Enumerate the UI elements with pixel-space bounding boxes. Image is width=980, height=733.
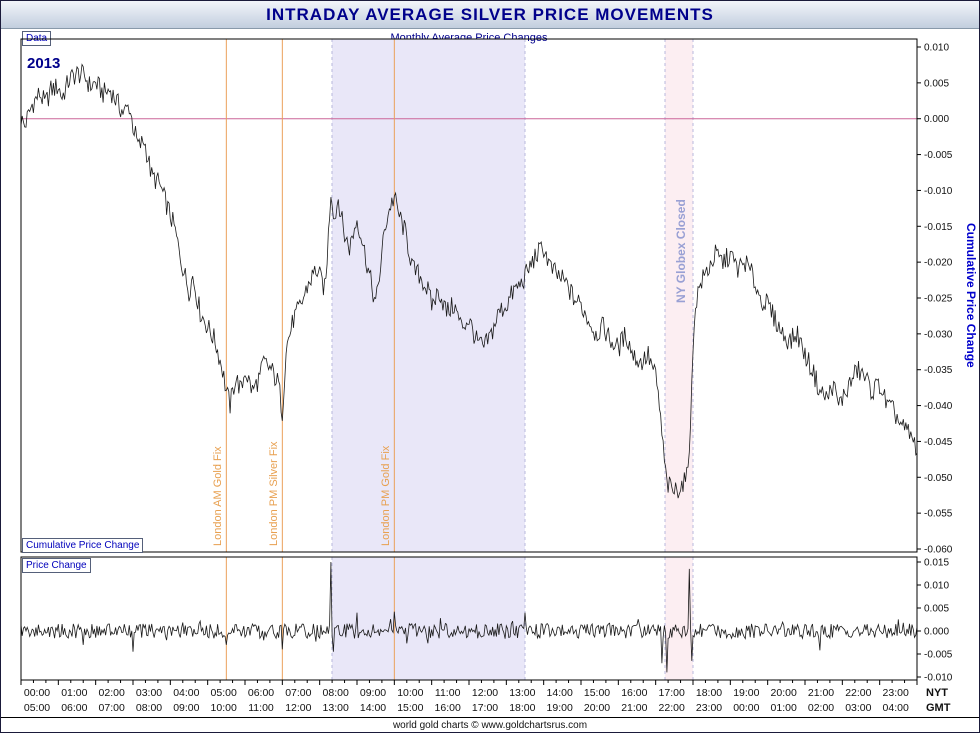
x-label-gmt: 03:00 — [845, 702, 871, 714]
x-label-gmt: 16:00 — [435, 702, 461, 714]
y-tick-label: 0.015 — [924, 558, 949, 569]
year-label: 2013 — [27, 55, 61, 72]
x-label-gmt: 10:00 — [211, 702, 237, 714]
x-label-gmt: 17:00 — [472, 702, 498, 714]
x-label-nyt: 15:00 — [584, 687, 610, 699]
x-label-nyt: 06:00 — [248, 687, 274, 699]
x-label-nyt: 12:00 — [472, 687, 498, 699]
y-tick-label: 0.000 — [924, 627, 949, 638]
x-label-nyt: 23:00 — [883, 687, 909, 699]
nyt-zone-label: NYT — [926, 687, 948, 699]
x-label-nyt: 13:00 — [509, 687, 535, 699]
y-tick-label: 0.010 — [924, 581, 949, 592]
x-label-gmt: 15:00 — [397, 702, 423, 714]
x-label-gmt: 20:00 — [584, 702, 610, 714]
y-tick-label: -0.010 — [924, 186, 953, 197]
x-label-gmt: 19:00 — [547, 702, 573, 714]
title-bar: INTRADAY AVERAGE SILVER PRICE MOVEMENTS — [1, 1, 979, 29]
x-label-nyt: 10:00 — [397, 687, 423, 699]
band-fill — [331, 557, 525, 680]
x-label-nyt: 17:00 — [659, 687, 685, 699]
x-label-nyt: 20:00 — [771, 687, 797, 699]
x-label-gmt: 02:00 — [808, 702, 834, 714]
y-tick-label: -0.025 — [924, 294, 953, 305]
y-tick-label: -0.010 — [924, 673, 953, 684]
x-label-gmt: 08:00 — [136, 702, 162, 714]
y-tick-label: -0.035 — [924, 365, 953, 376]
gmt-zone-label: GMT — [926, 702, 951, 714]
x-label-nyt: 04:00 — [173, 687, 199, 699]
x-label-gmt: 06:00 — [61, 702, 87, 714]
x-label-nyt: 19:00 — [733, 687, 759, 699]
x-label-gmt: 21:00 — [621, 702, 647, 714]
x-label-gmt: 23:00 — [696, 702, 722, 714]
price-change-series-path — [20, 561, 918, 673]
y-tick-label: 0.010 — [924, 43, 949, 54]
x-label-nyt: 09:00 — [360, 687, 386, 699]
x-label-gmt: 07:00 — [99, 702, 125, 714]
x-label-gmt: 05:00 — [24, 702, 50, 714]
x-label-gmt: 09:00 — [173, 702, 199, 714]
x-label-nyt: 07:00 — [285, 687, 311, 699]
y-tick-label: 0.005 — [924, 78, 949, 89]
x-label-gmt: 18:00 — [509, 702, 535, 714]
y-tick-label: -0.050 — [924, 473, 953, 484]
x-label-nyt: 22:00 — [845, 687, 871, 699]
x-label-gmt: 22:00 — [659, 702, 685, 714]
fix-line-label-pm-silver: London PM Silver Fix — [268, 441, 280, 546]
x-label-nyt: 18:00 — [696, 687, 722, 699]
x-label-nyt: 00:00 — [24, 687, 50, 699]
globex-band-label: NY Globex Closed — [674, 199, 688, 303]
x-label-gmt: 14:00 — [360, 702, 386, 714]
x-label-nyt: 08:00 — [323, 687, 349, 699]
x-label-gmt: 13:00 — [323, 702, 349, 714]
fix-line-label-pm-gold: London PM Gold Fix — [380, 445, 392, 546]
y-tick-label: -0.030 — [924, 329, 953, 340]
x-label-nyt: 21:00 — [808, 687, 834, 699]
y-tick-label: -0.060 — [924, 545, 953, 556]
top-panel-border — [20, 38, 918, 553]
y-tick-label: -0.055 — [924, 509, 953, 520]
y-tick-label: -0.005 — [924, 650, 953, 661]
y-tick-label: -0.015 — [924, 222, 953, 233]
band-fill — [331, 39, 525, 552]
y-tick-label: -0.020 — [924, 258, 953, 269]
x-label-nyt: 02:00 — [99, 687, 125, 699]
cumulative-series-path — [20, 63, 918, 499]
fix-line-label-am-gold: London AM Gold Fix — [212, 446, 224, 546]
y-tick-label: 0.000 — [924, 114, 949, 125]
x-label-nyt: 16:00 — [621, 687, 647, 699]
x-label-nyt: 14:00 — [547, 687, 573, 699]
x-label-gmt: 11:00 — [248, 702, 274, 714]
page-title: INTRADAY AVERAGE SILVER PRICE MOVEMENTS — [266, 4, 714, 24]
y-tick-label: -0.045 — [924, 437, 953, 448]
y-tick-label: -0.040 — [924, 401, 953, 412]
right-axis-title: Cumulative Price Change — [964, 223, 978, 368]
x-label-nyt: 03:00 — [136, 687, 162, 699]
x-label-nyt: 11:00 — [435, 687, 461, 699]
panel1-legend: Cumulative Price Change — [22, 538, 144, 553]
y-tick-label: 0.005 — [924, 604, 949, 615]
x-label-gmt: 00:00 — [733, 702, 759, 714]
x-label-gmt: 12:00 — [285, 702, 311, 714]
y-tick-label: -0.005 — [924, 150, 953, 161]
x-label-gmt: 01:00 — [771, 702, 797, 714]
footer-text: world gold charts © www.goldchartsrus.co… — [1, 717, 979, 732]
panel2-legend: Price Change — [22, 558, 91, 573]
x-label-nyt: 05:00 — [211, 687, 237, 699]
x-label-gmt: 04:00 — [883, 702, 909, 714]
x-label-nyt: 01:00 — [61, 687, 87, 699]
